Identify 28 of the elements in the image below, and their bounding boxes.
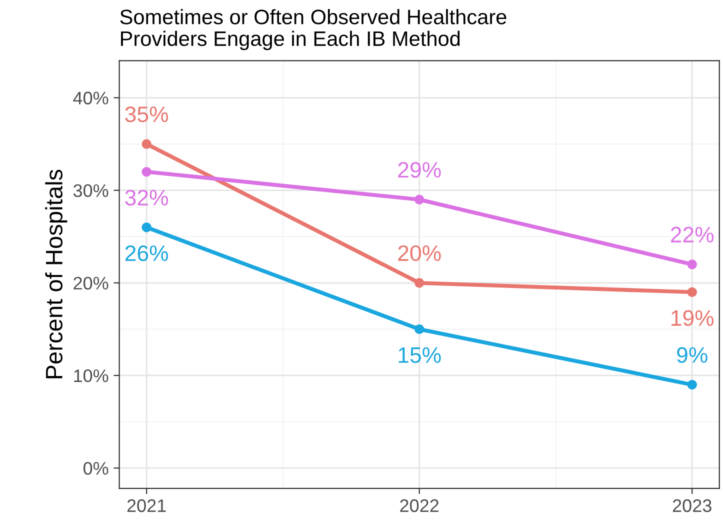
y-tick-label: 0% (83, 462, 108, 475)
y-tick-label: 30% (73, 184, 108, 198)
x-tick-label: 2023 (672, 499, 712, 512)
data-label: 35% (125, 106, 168, 122)
y-tick-label: 10% (74, 369, 108, 382)
data-label: 20% (398, 245, 441, 262)
y-axis-title: Percent of Hospitals (45, 170, 68, 378)
point (142, 166, 152, 177)
data-label: 9% (677, 347, 708, 363)
point (414, 324, 424, 334)
point (687, 260, 697, 270)
data-label: 15% (398, 347, 441, 363)
x-tick-label: 2021 (127, 499, 166, 512)
y-tick-label: 40% (73, 92, 108, 104)
data-label: 29% (398, 162, 441, 178)
point (142, 139, 152, 149)
point (414, 278, 424, 288)
point (687, 380, 697, 390)
data-label: 32% (125, 190, 168, 206)
point (687, 287, 697, 298)
point (414, 194, 424, 204)
point (142, 222, 152, 232)
chart-title: Sometimes or Often Observed Healthcare Providers Engage in Each IB Method (120, 9, 506, 50)
data-label: 22% (670, 226, 714, 242)
y-tick-label: 20% (74, 276, 108, 290)
x-tick-label: 2022 (400, 499, 439, 512)
data-label: 26% (125, 245, 168, 262)
data-label: 19% (672, 310, 714, 326)
